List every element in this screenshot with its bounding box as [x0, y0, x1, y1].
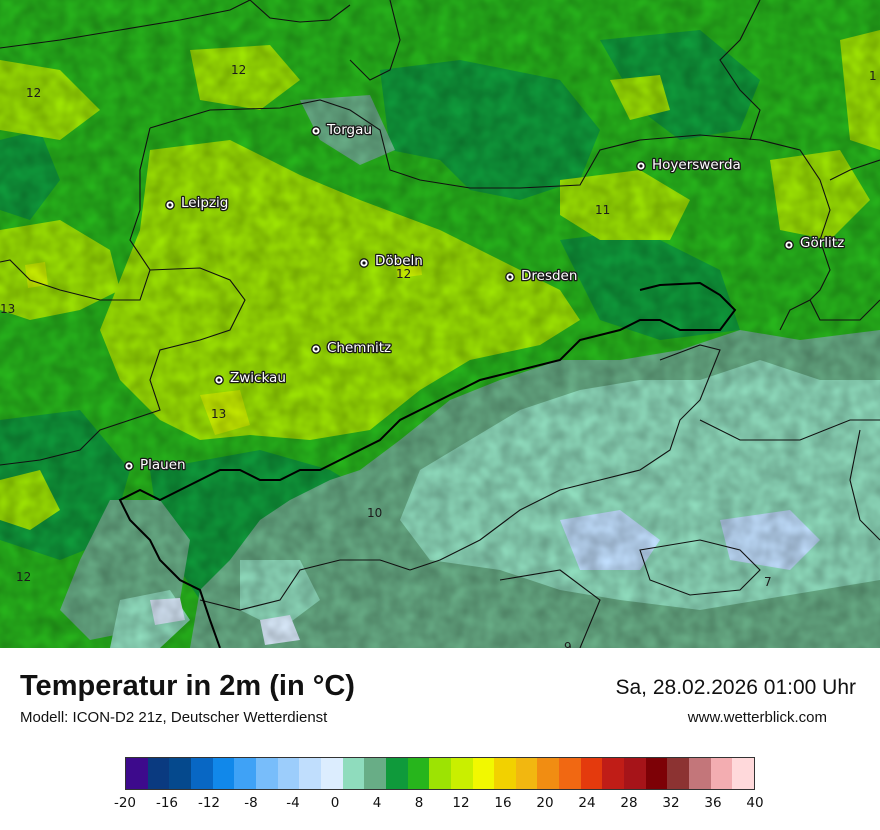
legend-tick-label: 32 — [662, 795, 680, 811]
legend-swatch — [299, 758, 321, 789]
legend-swatch — [234, 758, 256, 789]
map-canvas: 12 12 1 11 12 13 13 10 12 7 9 Torgau Hoy… — [0, 0, 880, 648]
region-borders — [0, 0, 880, 648]
isotherm-labels: 12 12 1 11 12 13 13 10 12 7 9 — [0, 63, 877, 648]
legend-swatch — [342, 758, 365, 789]
city-label: Plauen — [140, 457, 186, 473]
legend-tick-label: 20 — [536, 795, 554, 811]
isotherm-label: 12 — [231, 63, 246, 77]
legend-tick-label: 0 — [330, 795, 340, 811]
legend-tick-label: -4 — [286, 795, 300, 811]
isotherm-label: 11 — [595, 203, 610, 217]
temperature-map[interactable]: 12 12 1 11 12 13 13 10 12 7 9 Torgau Hoy… — [0, 0, 880, 648]
legend-swatch — [667, 758, 690, 789]
isotherm-label: 13 — [0, 302, 15, 316]
legend-swatch — [126, 758, 148, 789]
city-goerlitz[interactable]: Görlitz — [784, 234, 845, 252]
city-label: Döbeln — [375, 253, 423, 269]
legend-tick-label: -12 — [197, 795, 221, 811]
city-label: Leipzig — [181, 195, 228, 211]
isotherm-label: 12 — [396, 267, 411, 281]
legend-swatch — [602, 758, 625, 789]
legend-swatch — [212, 758, 235, 789]
isotherm-label: 1 — [869, 69, 877, 83]
color-scale-legend — [125, 757, 755, 790]
legend-swatch — [320, 758, 343, 789]
legend-tick-label: 40 — [746, 795, 764, 811]
legend-swatch — [689, 758, 711, 789]
legend-swatch — [645, 758, 668, 789]
city-label: Zwickau — [230, 370, 286, 386]
legend-tick-label: 12 — [452, 795, 470, 811]
forecast-datetime: Sa, 28.02.2026 01:00 Uhr — [615, 676, 856, 699]
city-zwickau[interactable]: Zwickau — [214, 369, 287, 387]
legend-tick-label: -20 — [113, 795, 137, 811]
legend-swatch — [385, 758, 408, 789]
city-label: Chemnitz — [327, 340, 391, 356]
city-markers: Torgau Hoyerswerda Leipzig Görlitz Döbel — [124, 121, 845, 474]
legend-tick-label: -16 — [155, 795, 179, 811]
legend-tick-label: 28 — [620, 795, 638, 811]
city-hoyerswerda[interactable]: Hoyerswerda — [636, 156, 742, 174]
city-label: Torgau — [326, 122, 372, 138]
isotherm-label: 12 — [26, 86, 41, 100]
legend-tick-label: 24 — [578, 795, 596, 811]
map-footer: Temperatur in 2m (in °C) Modell: ICON-D2… — [0, 648, 880, 830]
isotherm-label: 10 — [367, 506, 382, 520]
city-leipzig[interactable]: Leipzig — [165, 194, 230, 212]
legend-swatch — [559, 758, 581, 789]
legend-swatch — [624, 758, 646, 789]
legend-swatch — [710, 758, 733, 789]
legend-tick-label: 36 — [704, 795, 722, 811]
legend-swatch — [190, 758, 213, 789]
legend-tick-label: 8 — [414, 795, 424, 811]
legend-swatch — [515, 758, 538, 789]
state-border — [118, 281, 737, 648]
city-plauen[interactable]: Plauen — [124, 456, 187, 474]
legend-tick-label: 4 — [372, 795, 382, 811]
legend-tick-labels: -20 -16 -12 -8 -4 0 4 8 12 16 20 24 28 32 36 40 — [114, 795, 764, 815]
legend-swatch — [169, 758, 191, 789]
map-texture — [0, 0, 880, 648]
city-label: Görlitz — [800, 235, 844, 251]
legend-swatch — [732, 758, 755, 789]
isotherm-label: 7 — [764, 575, 772, 589]
website-link[interactable]: www.wetterblick.com — [687, 709, 827, 726]
legend-swatch — [277, 758, 300, 789]
legend-swatch — [364, 758, 386, 789]
legend-swatch — [407, 758, 430, 789]
legend-swatch — [580, 758, 603, 789]
isotherm-label: 12 — [16, 570, 31, 584]
city-torgau[interactable]: Torgau — [311, 121, 373, 139]
legend-tick-label: 16 — [494, 795, 512, 811]
city-doebeln[interactable]: Döbeln — [359, 252, 424, 270]
isotherm-label: 9 — [564, 640, 572, 648]
legend-swatch — [494, 758, 516, 789]
legend-swatch — [147, 758, 170, 789]
city-dresden[interactable]: Dresden — [505, 267, 579, 285]
legend-swatch — [450, 758, 473, 789]
legend-swatch — [537, 758, 560, 789]
legend-swatch — [472, 758, 495, 789]
model-source: Modell: ICON-D2 21z, Deutscher Wetterdie… — [20, 709, 328, 726]
isotherm-label: 13 — [211, 407, 226, 421]
map-title: Temperatur in 2m (in °C) — [20, 670, 355, 702]
legend-swatch — [255, 758, 278, 789]
city-label: Dresden — [521, 268, 577, 284]
city-label: Hoyerswerda — [652, 157, 741, 173]
legend-swatch — [429, 758, 451, 789]
legend-tick-label: -8 — [244, 795, 258, 811]
city-chemnitz[interactable]: Chemnitz — [311, 339, 392, 357]
